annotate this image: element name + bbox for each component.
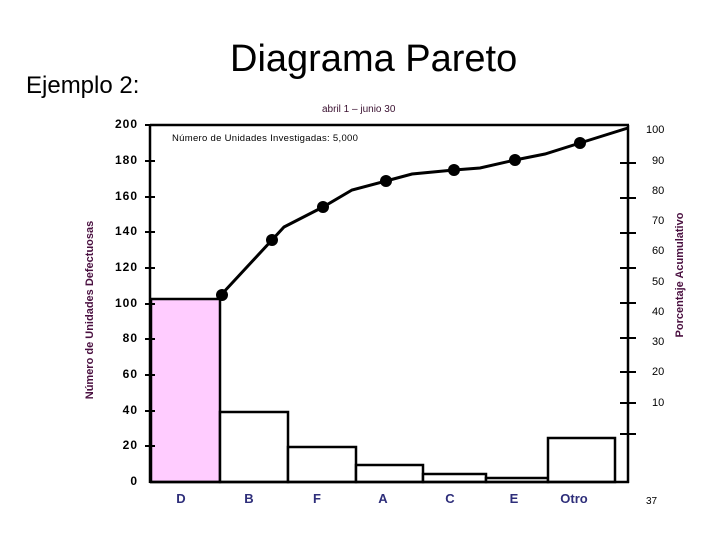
category-label: A — [378, 491, 388, 506]
bar-A — [354, 463, 425, 484]
slide-title: Diagrama Pareto — [230, 38, 518, 80]
right-tick-label: 10 — [652, 397, 665, 409]
left-tick-label: 140 — [114, 224, 138, 238]
left-tick-label: 20 — [122, 438, 138, 452]
right-tick-label: 80 — [652, 185, 665, 197]
left-tick-label: 100 — [114, 296, 138, 310]
bars — [149, 297, 617, 484]
right-tick-label: 50 — [652, 276, 665, 288]
chart-subtitle: abril 1 – junio 30 — [322, 104, 396, 115]
left-tick-label: 120 — [114, 260, 138, 274]
bar-D — [149, 297, 222, 484]
category-label: C — [445, 491, 455, 506]
bar-F — [286, 445, 358, 484]
left-tick-label: 80 — [122, 331, 138, 345]
left-ticks — [145, 124, 155, 447]
left-tick-label: 200 — [114, 117, 138, 131]
left-tick-label: 0 — [130, 474, 138, 488]
right-tick-label: 40 — [652, 306, 665, 318]
left-tick-label: 180 — [114, 153, 138, 167]
cumulative-points — [216, 137, 586, 301]
category-label: E — [509, 491, 519, 506]
right-tick-label: 90 — [652, 155, 665, 167]
right-tick-label: 20 — [652, 366, 665, 378]
left-tick-label: 160 — [114, 189, 138, 203]
category-label: B — [244, 491, 254, 506]
bar-Otro — [546, 436, 617, 484]
right-tick-label: 60 — [652, 245, 665, 257]
left-tick-label: 60 — [122, 367, 138, 381]
page-number: 37 — [646, 496, 658, 507]
cumulative-line — [219, 126, 629, 297]
category-label: Otro — [560, 491, 588, 506]
category-label: F — [313, 491, 321, 506]
category-label: D — [176, 491, 186, 506]
example-label: Ejemplo 2: — [26, 72, 140, 99]
left-tick-label: 40 — [122, 403, 138, 417]
right-tick-label: 100 — [646, 124, 665, 136]
right-tick-label: 70 — [652, 215, 665, 227]
right-tick-label: 30 — [652, 336, 665, 348]
chart-annotation: Número de Unidades Investigadas: 5,000 — [172, 133, 359, 144]
right-ticks — [620, 162, 636, 435]
bar-B — [218, 410, 290, 484]
